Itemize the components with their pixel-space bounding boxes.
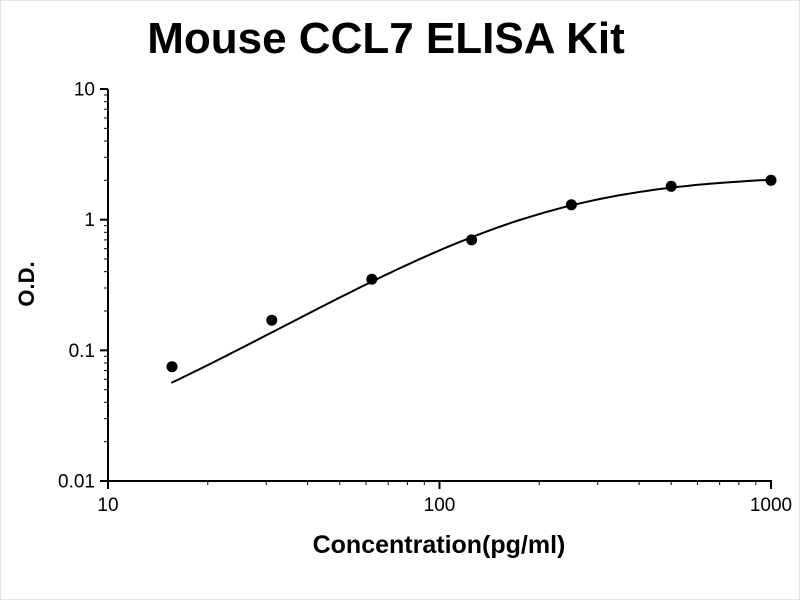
data-point-marker bbox=[366, 273, 378, 285]
data-point-marker bbox=[565, 199, 577, 211]
y-axis-tick-label: 10 bbox=[74, 80, 95, 101]
data-point-marker bbox=[665, 180, 677, 192]
x-axis-tick-label: 100 bbox=[424, 495, 456, 516]
data-point-marker bbox=[166, 361, 178, 373]
y-axis-tick-label: 0.1 bbox=[69, 341, 95, 362]
data-points bbox=[166, 174, 777, 373]
fit-curve bbox=[171, 178, 772, 384]
y-axis-tick-label: 0.01 bbox=[58, 472, 95, 493]
y-axis-label: O.D. bbox=[14, 261, 39, 306]
x-axis-label: Concentration(pg/ml) bbox=[313, 531, 566, 559]
x-axis-tick-label: 1000 bbox=[750, 495, 792, 516]
y-axis-tick-label: 1 bbox=[84, 210, 95, 231]
x-axis-tick-label: 10 bbox=[97, 495, 118, 516]
chart-title: Mouse CCL7 ELISA Kit bbox=[147, 14, 625, 63]
standard-curve-line bbox=[171, 178, 772, 384]
data-point-marker bbox=[466, 234, 478, 246]
data-point-marker bbox=[266, 314, 278, 326]
data-point-marker bbox=[765, 174, 777, 186]
